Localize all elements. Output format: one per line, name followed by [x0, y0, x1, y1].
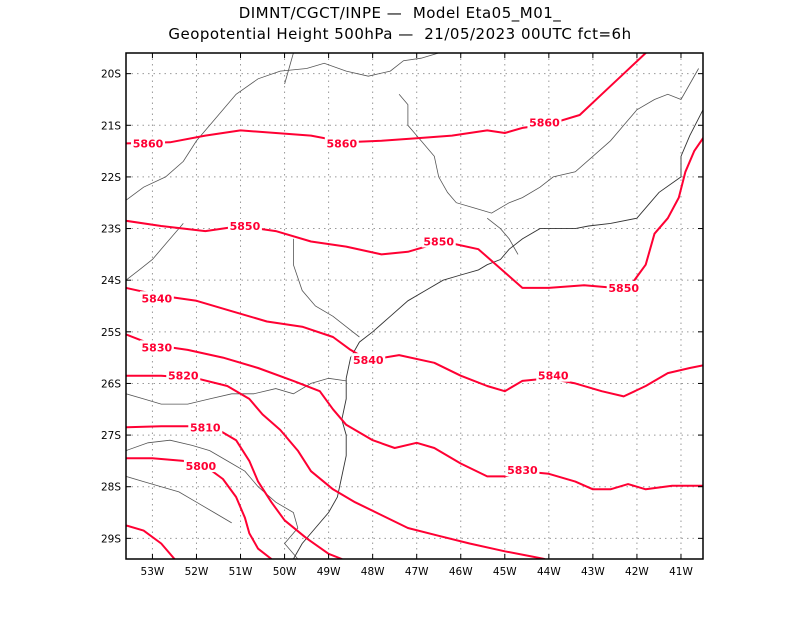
lon-tick-label: 50W	[273, 566, 297, 578]
contour-label-5850: 5850	[423, 235, 454, 248]
lat-tick-label: 29S	[101, 533, 121, 545]
contour-label-5830: 5830	[142, 341, 173, 354]
lon-tick-label: 43W	[581, 566, 605, 578]
contour-label-bg	[324, 136, 359, 150]
contour-label-bg	[536, 368, 571, 382]
lon-tick-label: 44W	[537, 566, 561, 578]
contour-label-5860: 5860	[327, 137, 358, 150]
contour-label-5840: 5840	[142, 292, 173, 305]
contour-label-bg	[139, 340, 174, 354]
lon-tick-label: 46W	[449, 566, 473, 578]
contour-label-5860: 5860	[133, 137, 164, 150]
lon-tick-label: 52W	[185, 566, 209, 578]
coastline	[293, 109, 703, 559]
state-border	[293, 238, 360, 338]
chart-title-line1: DIMNT/CGCT/INPE — Model Eta05_M01_	[238, 4, 562, 22]
plot-frame	[125, 52, 704, 560]
lat-tick-label: 23S	[101, 224, 121, 236]
contour-label-5800: 5800	[186, 460, 217, 473]
lat-tick-label: 26S	[101, 378, 121, 390]
contour-label-bg	[527, 115, 562, 129]
lat-tick-label: 21S	[101, 120, 121, 132]
lon-tick-label: 42W	[625, 566, 649, 578]
contour-label-bg	[139, 291, 174, 305]
state-border	[398, 68, 699, 214]
contour-5860	[126, 53, 647, 145]
contour-label-5830: 5830	[507, 464, 538, 477]
contour-label-bg	[606, 280, 641, 294]
lon-tick-label: 51W	[229, 566, 253, 578]
geopotential-contours: 5860 5860 5860 5850 5850 5850 5840 5840 5840 5830…	[126, 53, 703, 559]
contour-label-5820: 5820	[168, 370, 199, 383]
contour-label-5840: 5840	[353, 354, 384, 367]
lat-tick-label: 22S	[101, 172, 121, 184]
contour-5820	[126, 374, 546, 559]
state-border	[126, 223, 184, 281]
lat-tick-label: 24S	[101, 275, 121, 287]
contour-label-5860: 5860	[529, 117, 560, 130]
contour-5800	[126, 457, 273, 559]
graticule	[126, 53, 703, 559]
contour-label-bg	[188, 420, 223, 434]
contour-label-bg	[131, 136, 166, 150]
lon-tick-label: 45W	[493, 566, 517, 578]
geographic-boundaries	[126, 53, 703, 559]
state-border	[126, 476, 232, 524]
lat-tick-label: 25S	[101, 327, 121, 339]
contour-5830	[126, 333, 703, 491]
state-border	[126, 439, 299, 559]
contour-label-bg	[227, 218, 262, 232]
contour-label-bg	[351, 353, 386, 367]
contour-5840	[126, 286, 703, 398]
lat-tick-label: 20S	[101, 69, 121, 81]
lon-tick-label: 47W	[405, 566, 429, 578]
contour-label-bg	[183, 459, 218, 473]
contour-5850	[126, 137, 703, 289]
state-border	[486, 217, 519, 255]
lat-tick-label: 27S	[101, 430, 121, 442]
contour-label-5850: 5850	[608, 282, 639, 295]
lat-tick-label: 28S	[101, 482, 121, 494]
state-border	[284, 53, 294, 85]
contour-5790	[126, 524, 176, 559]
contour-label-bg	[505, 463, 540, 477]
lon-tick-label: 41W	[669, 566, 693, 578]
axis-ticks: 53W 52W 51W 50W 49W 48W 47W 46W 45W 44W 43W 42W 41W 2…	[101, 53, 703, 578]
contour-label-bg	[166, 368, 201, 382]
contour-label-5810: 5810	[190, 421, 221, 434]
lon-tick-label: 49W	[317, 566, 341, 578]
contour-label-5850: 5850	[230, 220, 261, 233]
state-border	[126, 377, 347, 405]
contour-label-bg	[421, 234, 456, 248]
lon-tick-label: 53W	[141, 566, 165, 578]
state-border	[126, 53, 439, 201]
lon-tick-label: 48W	[361, 566, 385, 578]
contour-label-5840: 5840	[538, 370, 569, 383]
chart-title-line2: Geopotential Height 500hPa — 21/05/2023 …	[168, 25, 632, 43]
